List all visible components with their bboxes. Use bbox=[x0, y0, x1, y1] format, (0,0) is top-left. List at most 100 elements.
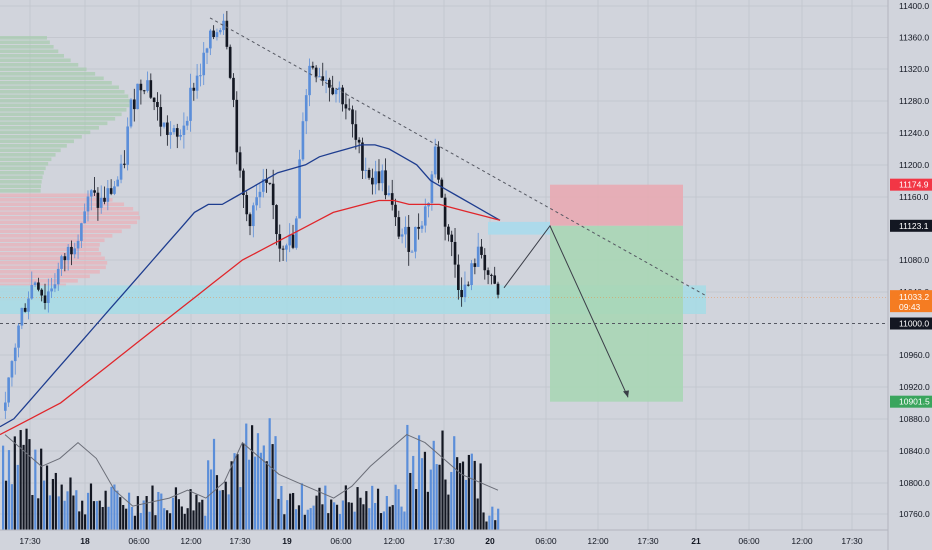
profile-bar bbox=[0, 229, 122, 234]
volume-bar bbox=[54, 472, 57, 530]
volume-bar bbox=[157, 491, 160, 530]
volume-bar bbox=[376, 488, 380, 530]
candle-body bbox=[321, 76, 325, 81]
volume-bar bbox=[25, 428, 28, 530]
candle-body bbox=[205, 48, 209, 53]
profile-bar bbox=[0, 54, 64, 58]
volume-bar bbox=[221, 490, 224, 530]
volume-bar bbox=[163, 508, 166, 530]
candle-body bbox=[261, 179, 265, 192]
current-price-label-bg bbox=[890, 290, 932, 313]
candle-body bbox=[281, 248, 285, 250]
resistance-zone bbox=[488, 221, 550, 235]
candle-body bbox=[80, 223, 83, 241]
candle-body bbox=[334, 89, 338, 95]
candle-body bbox=[331, 87, 335, 95]
candle-body bbox=[43, 295, 47, 303]
volume-bar bbox=[186, 508, 189, 530]
candle-body bbox=[156, 102, 159, 108]
time-tick-label: 12:00 bbox=[791, 536, 813, 546]
candle-body bbox=[218, 30, 222, 33]
volume-bar bbox=[426, 491, 429, 530]
volume-bar bbox=[104, 490, 107, 530]
volume-bar bbox=[133, 515, 137, 530]
volume-bar bbox=[130, 506, 134, 530]
volume-bar bbox=[19, 430, 22, 530]
time-axis[interactable]: 17:30 18 06:00 12:00 17:30 19 06:00 12:00 17:30 2… bbox=[19, 536, 863, 546]
volume-bar bbox=[289, 493, 292, 530]
volume-bar bbox=[251, 425, 254, 530]
profile-bar bbox=[0, 36, 47, 40]
volume-bar bbox=[461, 461, 465, 530]
volume-bar bbox=[406, 424, 409, 530]
profile-bar bbox=[0, 184, 42, 189]
volume-bar bbox=[297, 505, 301, 530]
candle-body bbox=[242, 170, 245, 196]
volume-bar bbox=[333, 502, 336, 530]
candle-body bbox=[437, 146, 440, 180]
volume-bar bbox=[45, 465, 49, 530]
candle-body bbox=[20, 307, 24, 326]
volume-bar bbox=[212, 438, 216, 530]
profile-bar bbox=[0, 220, 138, 225]
price-tick-label: 10840.0 bbox=[899, 446, 930, 456]
candle-body bbox=[96, 192, 100, 208]
candle-body bbox=[480, 246, 483, 255]
time-tick-label: 17:30 bbox=[637, 536, 659, 546]
profile-bar bbox=[0, 207, 134, 211]
volume-bar bbox=[57, 496, 60, 530]
volume-bar bbox=[280, 485, 283, 530]
price-tick-label: 10760.0 bbox=[899, 509, 930, 519]
time-tick-label: 12:00 bbox=[383, 536, 405, 546]
volume-bar bbox=[63, 500, 66, 530]
volume-bar bbox=[189, 489, 192, 530]
volume-bar bbox=[40, 448, 43, 530]
volume-bar bbox=[347, 502, 350, 530]
profile-bar bbox=[0, 135, 82, 139]
volume-bar bbox=[479, 463, 482, 530]
profile-bar bbox=[0, 211, 139, 216]
volume-bar bbox=[420, 458, 424, 530]
entry-price-label: 11123.1 bbox=[899, 221, 929, 231]
candle-body bbox=[30, 285, 34, 299]
candle-body bbox=[86, 196, 90, 212]
volume-bar bbox=[324, 485, 327, 530]
target-price-label: 10901.5 bbox=[899, 397, 930, 407]
candle-body bbox=[70, 246, 73, 255]
volume-bar bbox=[113, 484, 116, 530]
volume-bar bbox=[467, 454, 470, 530]
candle-body bbox=[27, 298, 30, 312]
price-tick-label: 11160.0 bbox=[899, 192, 929, 202]
candle-body bbox=[192, 87, 196, 91]
volume-bar bbox=[236, 454, 239, 530]
drawings bbox=[209, 17, 707, 398]
profile-bar bbox=[0, 166, 46, 171]
candle-body bbox=[433, 146, 437, 175]
time-tick-label: 06:00 bbox=[535, 536, 557, 546]
volume-bar bbox=[438, 464, 441, 530]
candle-body bbox=[457, 264, 460, 290]
candle-body bbox=[202, 52, 206, 76]
projection-path bbox=[503, 224, 629, 398]
candle-body bbox=[162, 122, 166, 127]
candle-body bbox=[56, 268, 60, 285]
volume-bar bbox=[75, 490, 78, 530]
candle-body bbox=[103, 197, 106, 202]
volume-bar bbox=[300, 483, 303, 530]
candle-body bbox=[463, 284, 467, 298]
candle-body bbox=[387, 193, 391, 196]
volume-bar bbox=[98, 500, 101, 530]
candle-body bbox=[139, 83, 143, 91]
candle-body bbox=[337, 87, 341, 90]
profile-bar bbox=[0, 180, 42, 184]
profile-bar bbox=[0, 117, 116, 121]
candle-body bbox=[60, 256, 63, 269]
volume-bar bbox=[224, 481, 227, 530]
candle-body bbox=[344, 104, 348, 109]
volume-bars bbox=[2, 418, 500, 530]
price-axis[interactable]: 11400.0 11360.0 11320.0 11280.0 11240.0 11200… bbox=[899, 1, 930, 519]
stop-price-label-bg bbox=[890, 178, 932, 191]
stop-price-label: 11174.9 bbox=[899, 180, 929, 190]
volume-bar bbox=[183, 513, 186, 530]
